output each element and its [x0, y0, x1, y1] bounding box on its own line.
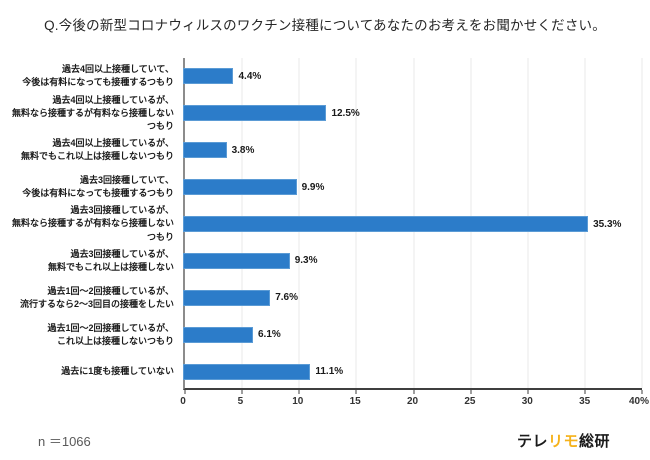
bar — [183, 216, 589, 232]
chart-title: Q.今後の新型コロナウィルスのワクチン接種についてあなたのお考えをお聞かせくださ… — [44, 18, 606, 33]
bar — [183, 142, 227, 159]
gridline — [641, 58, 643, 388]
plot-area: 過去4回以上接種していて、 今後は有料になっても接種するつもり 4.4% 過去4回以… — [6, 58, 643, 394]
bar-chart: 過去4回以上接種していて、 今後は有料になっても接種するつもり 4.4% 過去4回以… — [6, 58, 649, 408]
bar — [183, 363, 311, 380]
value-label: 35.3% — [593, 218, 622, 230]
category-label: 過去3回接種しているが、 無料でもこれ以上は接種しない — [47, 248, 174, 272]
bar-row: 過去1回～2回接種しているが、 流行するなら2～3回目の接種をしたい 7.6% — [6, 279, 642, 316]
axis-tick-mark — [641, 390, 643, 394]
bar-track: 7.6% — [183, 279, 642, 316]
category-label: 過去に1度も接種していない — [61, 366, 174, 377]
bar-row: 過去4回以上接種しているが、 無料でもこれ以上は接種しないつもり 3.8% — [6, 132, 642, 169]
value-label: 3.8% — [231, 144, 255, 156]
x-axis-label: 15 — [349, 396, 361, 407]
bar — [183, 252, 290, 269]
x-axis-label: 30 — [521, 396, 533, 407]
value-label: 11.1% — [315, 366, 344, 378]
sample-size-label: n ＝1066 — [38, 434, 91, 449]
value-label: 9.9% — [301, 181, 325, 193]
logo-part-3: 総研 — [578, 433, 610, 450]
category-label: 過去4回以上接種していて、 今後は有料になっても接種するつもり — [22, 64, 174, 88]
x-axis-label: 0 — [180, 396, 186, 407]
bar-track: 3.8% — [183, 132, 642, 169]
bar-row: 過去3回接種しているが、 無料でもこれ以上は接種しない 9.3% — [6, 242, 642, 279]
value-label: 12.5% — [331, 107, 360, 119]
x-axis-label: 25 — [464, 396, 476, 407]
logo-part-1: テレ — [516, 433, 548, 450]
bar-row: 過去3回接種しているが、 無料なら接種するが有料なら接種しないつもり 35.3% — [6, 205, 642, 243]
category-label: 過去1回～2回接種しているが、 流行するなら2～3回目の接種をしたい — [19, 285, 174, 309]
bar-row: 過去に1度も接種していない 11.1% — [6, 353, 642, 390]
x-axis-label: 40% — [628, 396, 650, 407]
x-axis-label: 10 — [292, 396, 304, 407]
axis-tick-mark — [584, 390, 586, 394]
category-label: 過去1回～2回接種しているが、 これ以上は接種しないつもり — [47, 322, 174, 346]
bar-track: 11.1% — [183, 353, 642, 390]
bar-row: 過去4回以上接種していて、 今後は有料になっても接種するつもり 4.4% — [6, 58, 642, 95]
axis-tick-mark — [355, 390, 357, 394]
category-label: 過去3回接種しているが、 無料なら接種するが有料なら接種しないつもり — [11, 205, 174, 242]
bar — [183, 105, 327, 122]
logo-part-2: リモ — [547, 433, 579, 450]
bar-track: 9.9% — [183, 169, 642, 206]
x-axis-label: 20 — [406, 396, 419, 407]
bar — [183, 68, 234, 85]
bar-row: 過去3回接種していて、 今後は有料になっても接種するつもり 9.9% — [6, 169, 642, 206]
x-axis: 0 5 10 15 20 25 30 35 40% — [180, 390, 649, 408]
footer: n ＝1066 テレリモ総研 — [38, 430, 610, 451]
x-axis-label: 35 — [579, 396, 591, 407]
category-label: 過去3回接種していて、 今後は有料になっても接種するつもり — [22, 175, 174, 199]
value-label: 6.1% — [257, 329, 281, 341]
bar — [183, 289, 271, 306]
category-label: 過去4回以上接種しているが、 無料なら接種するが有料なら接種しないつもり — [11, 94, 174, 131]
value-label: 7.6% — [275, 292, 298, 304]
bar — [183, 326, 253, 343]
value-label: 4.4% — [238, 70, 262, 82]
logo: テレリモ総研 — [517, 430, 610, 451]
bar — [183, 179, 297, 196]
axis-tick-mark — [413, 390, 414, 394]
x-axis-label: 5 — [237, 396, 244, 407]
axis-tick-mark — [184, 390, 186, 394]
axis-tick-mark — [298, 390, 300, 394]
category-label: 過去4回以上接種しているが、 無料でもこれ以上は接種しないつもり — [20, 138, 174, 162]
bar-track: 12.5% — [183, 95, 642, 132]
bar-row: 過去1回～2回接種しているが、 これ以上は接種しないつもり 6.1% — [6, 316, 642, 353]
bar-row: 過去4回以上接種しているが、 無料なら接種するが有料なら接種しないつもり 12.5… — [6, 95, 642, 132]
bar-track: 9.3% — [183, 242, 642, 279]
axis-tick-mark — [470, 390, 472, 394]
bar-track: 35.3% — [183, 206, 642, 243]
axis-tick-mark — [527, 390, 529, 394]
bar-track: 6.1% — [183, 316, 642, 353]
bar-rows: 過去4回以上接種していて、 今後は有料になっても接種するつもり 4.4% 過去4回以… — [6, 58, 642, 390]
axis-tick-mark — [241, 390, 243, 394]
bar-track: 4.4% — [183, 58, 642, 95]
value-label: 9.3% — [294, 255, 318, 267]
